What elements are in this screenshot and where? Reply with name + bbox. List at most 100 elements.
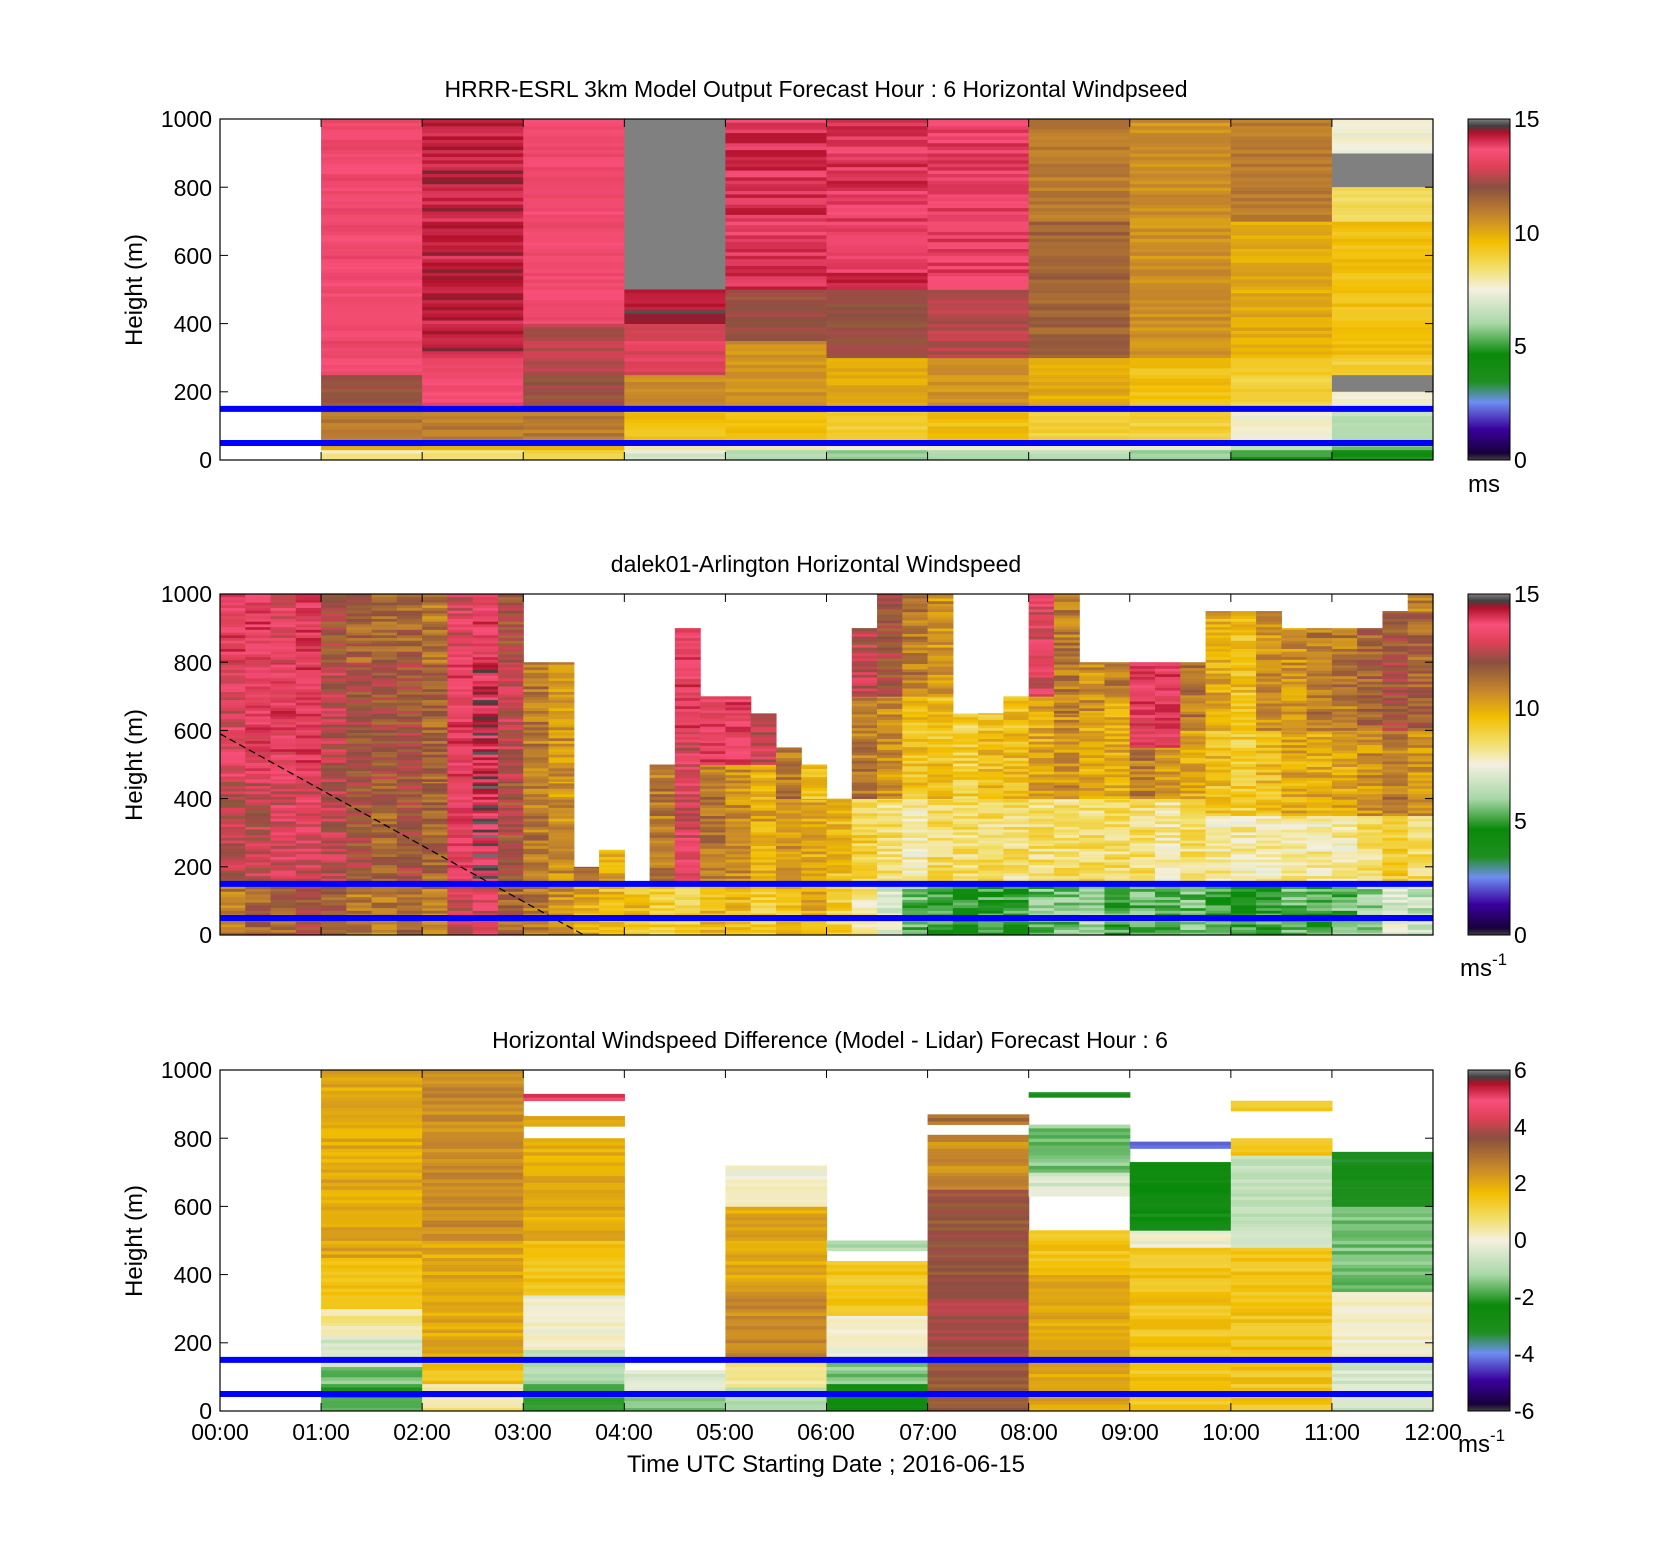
heatmap-cell <box>422 330 524 335</box>
heatmap-cell <box>346 615 373 619</box>
heatmap-cell <box>245 751 272 755</box>
heatmap-cell <box>497 848 524 852</box>
heatmap-cell <box>1053 826 1080 830</box>
heatmap-cell <box>548 666 575 671</box>
heatmap-cell <box>295 832 322 836</box>
heatmap-cell <box>902 603 929 607</box>
heatmap-cell <box>851 749 878 753</box>
heatmap-cell <box>1028 429 1131 434</box>
heatmap-cell <box>775 829 802 833</box>
heatmap-cell <box>624 449 727 454</box>
heatmap-cell <box>1028 269 1131 273</box>
heatmap-cell <box>1129 837 1156 841</box>
heatmap-cell <box>1129 870 1156 874</box>
heatmap-cell <box>371 643 398 647</box>
heatmap-cell <box>422 391 524 396</box>
heatmap-cell <box>750 788 777 792</box>
heatmap-cell <box>1079 815 1106 819</box>
heatmap-cell <box>1155 684 1181 688</box>
heatmap-cell <box>750 910 777 914</box>
heatmap-cell <box>245 782 272 787</box>
heatmap-cell <box>674 705 701 709</box>
heatmap-cell <box>396 821 423 825</box>
heatmap-cell <box>245 694 272 698</box>
heatmap-cell <box>700 899 727 903</box>
heatmap-cell <box>245 781 272 784</box>
heatmap-cell <box>927 231 1030 236</box>
heatmap-cell <box>523 255 625 260</box>
heatmap-cell <box>826 238 929 243</box>
heatmap-cell <box>902 826 929 830</box>
heatmap-cell <box>321 323 423 328</box>
heatmap-cell <box>447 724 474 728</box>
heatmap-cell <box>624 337 727 342</box>
heatmap-cell <box>1104 798 1131 800</box>
heatmap-cell <box>1155 894 1181 898</box>
heatmap-cell <box>321 381 423 386</box>
heatmap-cell <box>952 779 979 783</box>
heatmap-cell <box>826 159 929 164</box>
heatmap-cell <box>1028 679 1055 684</box>
heatmap-cell <box>472 924 499 928</box>
heatmap-cell <box>1028 398 1131 403</box>
heatmap-cell <box>321 176 423 181</box>
heatmap-cell <box>497 743 524 747</box>
heatmap-cell <box>422 596 449 600</box>
heatmap-cell <box>321 759 347 763</box>
heatmap-cell <box>270 899 297 903</box>
heatmap-cell <box>851 666 878 670</box>
heatmap-cell <box>877 902 903 906</box>
heatmap-cell <box>497 666 524 671</box>
heatmap-cell <box>472 651 499 655</box>
heatmap-cell <box>447 664 474 668</box>
heatmap-cell <box>447 904 474 909</box>
heatmap-cell <box>826 173 929 178</box>
heatmap-cell <box>624 902 651 906</box>
heatmap-cell <box>523 907 550 911</box>
heatmap-cell <box>649 821 676 825</box>
heatmap-cell <box>952 746 979 750</box>
heatmap-cell <box>1129 692 1156 697</box>
heatmap-cell <box>725 759 752 763</box>
heatmap-cell <box>725 848 752 852</box>
heatmap-cell <box>396 594 423 598</box>
heatmap-cell <box>750 832 777 836</box>
heatmap-cell <box>750 818 777 822</box>
heatmap-cell <box>295 645 322 649</box>
heatmap-cell <box>902 628 929 632</box>
heatmap-cell <box>1028 735 1055 739</box>
heatmap-cell <box>1003 727 1030 731</box>
heatmap-cell <box>725 772 752 776</box>
heatmap-cell <box>927 595 954 599</box>
heatmap-cell <box>877 663 903 667</box>
heatmap-cell <box>321 602 347 606</box>
heatmap-cell <box>1230 245 1333 249</box>
heatmap-cell <box>245 910 272 914</box>
heatmap-cell <box>775 757 802 761</box>
heatmap-cell <box>1003 859 1030 863</box>
heatmap-cell <box>649 926 676 930</box>
heatmap-cell <box>270 666 297 671</box>
heatmap-cell <box>447 802 474 806</box>
heatmap-cell <box>1053 790 1080 794</box>
heatmap-cell <box>497 594 524 598</box>
heatmap-cell <box>497 853 524 857</box>
heatmap-cell <box>1104 845 1131 849</box>
heatmap-cell <box>1180 818 1207 822</box>
heatmap-cell <box>1003 823 1030 827</box>
heatmap-cell <box>245 748 272 752</box>
heatmap-cell <box>978 840 1004 844</box>
heatmap-cell <box>422 136 524 140</box>
heatmap-cell <box>826 337 929 342</box>
heatmap-cell <box>801 782 828 786</box>
heatmap-cell <box>422 691 449 695</box>
heatmap-cell <box>624 395 727 400</box>
heatmap-cell <box>1155 926 1181 930</box>
heatmap-cell <box>346 902 373 906</box>
heatmap-cell <box>447 885 474 890</box>
heatmap-cell <box>422 864 449 868</box>
heatmap-cell <box>952 913 979 917</box>
heatmap-cell <box>775 924 802 928</box>
heatmap-cell <box>927 735 954 739</box>
heatmap-cell <box>1079 763 1106 767</box>
